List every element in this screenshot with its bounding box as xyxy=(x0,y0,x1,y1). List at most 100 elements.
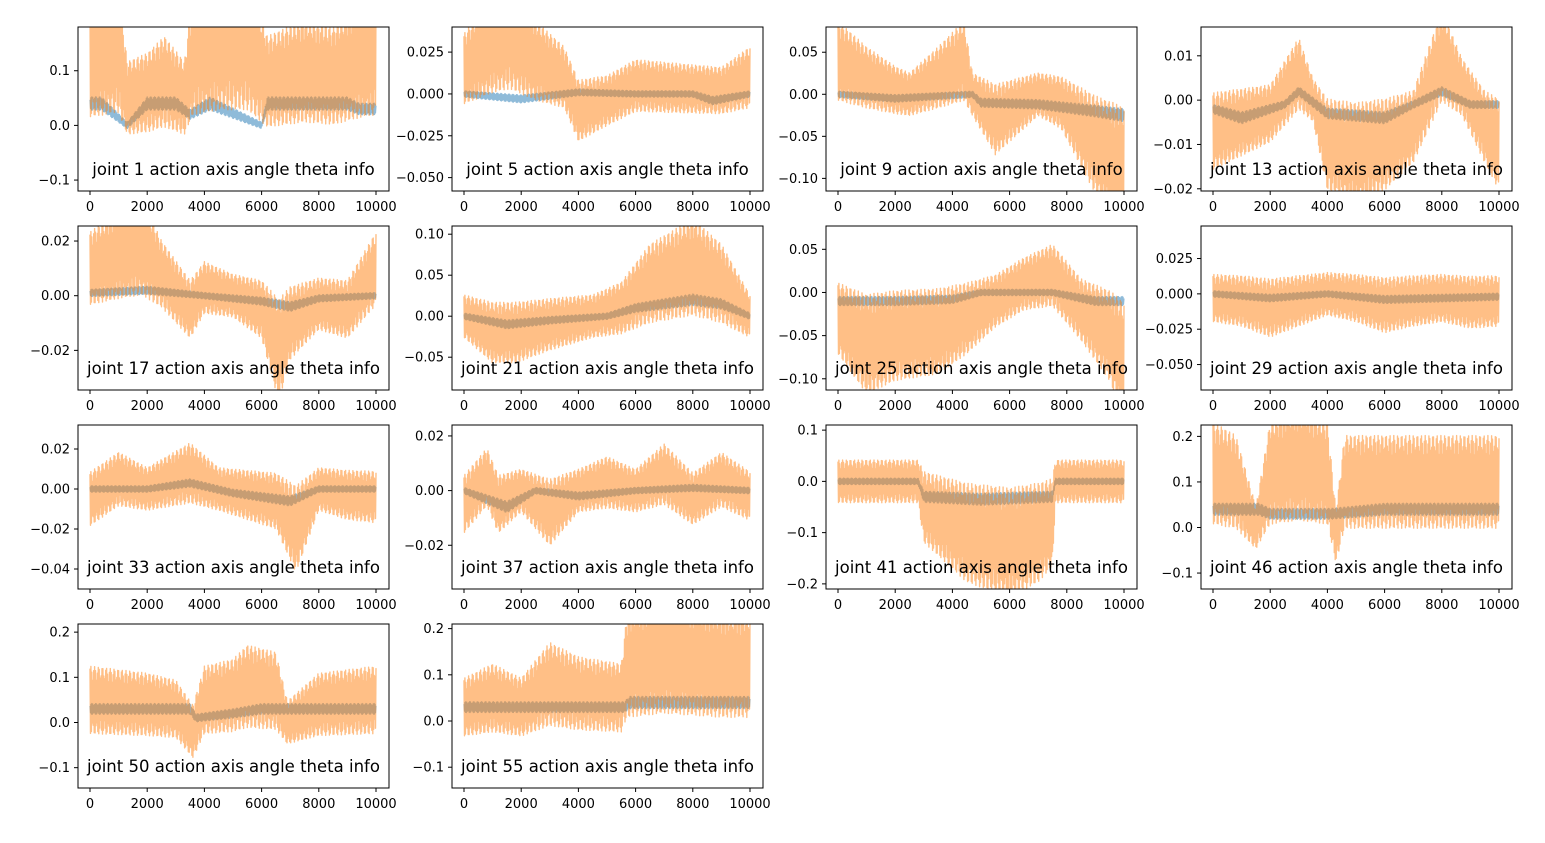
x-tick-label: 4000 xyxy=(188,797,221,812)
series-2-line xyxy=(89,645,377,758)
x-tick-label: 4000 xyxy=(1311,200,1344,215)
y-tick-label: −0.050 xyxy=(1145,358,1193,373)
subplot-10: 0 2000 4000 6000 8000 10000 −0.02 0.00 0.02 joint… xyxy=(404,424,771,613)
series-2-line xyxy=(89,27,377,135)
axes-frame xyxy=(1200,26,1513,192)
axes-frame xyxy=(77,26,390,192)
subplot-title: joint 21 action axis angle theta info xyxy=(460,359,754,378)
axes-frame xyxy=(77,623,390,789)
x-tick-label: 2000 xyxy=(879,598,912,613)
x-tick-label: 6000 xyxy=(245,399,278,414)
x-tick-label: 2000 xyxy=(131,598,164,613)
x-tick-label: 10000 xyxy=(355,598,396,613)
y-tick-label: 0.1 xyxy=(1172,475,1193,490)
x-tick-label: 2000 xyxy=(131,797,164,812)
y-tick-label: 0.1 xyxy=(49,671,70,686)
subplot-title: joint 33 action axis angle theta info xyxy=(86,558,380,577)
subplot-title: joint 17 action axis angle theta info xyxy=(86,359,380,378)
y-tick-label: 0.10 xyxy=(415,228,444,243)
x-tick-label: 0 xyxy=(460,797,468,812)
x-tick-label: 6000 xyxy=(619,598,652,613)
x-tick-label: 10000 xyxy=(1478,399,1519,414)
x-tick-label: 10000 xyxy=(729,797,770,812)
y-tick-label: −0.025 xyxy=(1145,323,1193,338)
x-tick-label: 6000 xyxy=(1368,598,1401,613)
y-tick-label: −0.02 xyxy=(30,523,70,538)
y-tick-label: 0.00 xyxy=(1164,94,1193,109)
y-tick-label: −0.1 xyxy=(786,526,818,541)
y-tick-label: 0.00 xyxy=(41,483,70,498)
y-tick-label: 0.02 xyxy=(41,235,70,250)
plot-area xyxy=(837,244,1125,390)
subplot-6: 0 2000 4000 6000 8000 10000 −0.05 0.00 0.05 0.10 j… xyxy=(404,225,771,414)
x-tick-label: 4000 xyxy=(562,598,595,613)
y-tick-label: −0.2 xyxy=(786,577,818,592)
y-tick-label: 0.05 xyxy=(415,269,444,284)
y-tick-label: 0.02 xyxy=(41,443,70,458)
x-tick-label: 6000 xyxy=(1368,200,1401,215)
plot-area xyxy=(463,443,751,545)
x-tick-label: 2000 xyxy=(505,598,538,613)
y-tick-label: 0.05 xyxy=(789,243,818,258)
axes-frame xyxy=(451,225,764,391)
y-tick-label: 0.0 xyxy=(1172,521,1193,536)
y-tick-label: 0.000 xyxy=(1156,287,1193,302)
x-tick-label: 8000 xyxy=(1425,200,1458,215)
x-tick-label: 0 xyxy=(834,200,842,215)
x-tick-label: 2000 xyxy=(879,399,912,414)
series-2-line xyxy=(1212,27,1500,191)
x-tick-label: 2000 xyxy=(1254,200,1287,215)
x-tick-label: 0 xyxy=(1209,200,1217,215)
y-tick-label: 0.1 xyxy=(797,424,818,439)
y-tick-label: 0.0 xyxy=(49,716,70,731)
subplot-title: joint 41 action axis angle theta info xyxy=(834,558,1128,577)
y-tick-label: 0.00 xyxy=(789,286,818,301)
x-tick-label: 0 xyxy=(1209,399,1217,414)
plot-area xyxy=(1212,27,1500,191)
x-tick-label: 10000 xyxy=(355,399,396,414)
subplot-title: joint 50 action axis angle theta info xyxy=(86,757,380,776)
axes-frame xyxy=(451,424,764,590)
subplot-5: 0 2000 4000 6000 8000 10000 −0.02 0.00 0.02 joint… xyxy=(30,225,397,414)
y-tick-label: −0.02 xyxy=(30,344,70,359)
y-tick-label: −0.1 xyxy=(412,761,444,776)
x-tick-label: 6000 xyxy=(993,399,1026,414)
x-tick-label: 0 xyxy=(86,797,94,812)
plot-area xyxy=(1212,425,1500,561)
x-tick-label: 10000 xyxy=(355,200,396,215)
y-tick-label: 0.0 xyxy=(797,475,818,490)
x-tick-label: 8000 xyxy=(1425,598,1458,613)
x-tick-label: 6000 xyxy=(245,797,278,812)
y-tick-label: 0.00 xyxy=(789,88,818,103)
plot-area xyxy=(89,27,377,135)
x-tick-label: 10000 xyxy=(1478,598,1519,613)
x-tick-label: 4000 xyxy=(562,797,595,812)
y-tick-label: 0.02 xyxy=(415,429,444,444)
y-tick-label: −0.05 xyxy=(778,130,818,145)
series-2-line xyxy=(463,443,751,545)
x-tick-label: 4000 xyxy=(936,598,969,613)
y-tick-label: −0.05 xyxy=(404,351,444,366)
axes-frame xyxy=(1200,424,1513,590)
x-tick-label: 6000 xyxy=(993,598,1026,613)
x-tick-label: 0 xyxy=(86,200,94,215)
y-tick-label: −0.02 xyxy=(404,539,444,554)
x-tick-label: 8000 xyxy=(1425,399,1458,414)
x-tick-label: 8000 xyxy=(302,399,335,414)
plot-area xyxy=(89,443,377,570)
subplot-4: 0 2000 4000 6000 8000 10000 −0.02 −0.01 0.00 0.01… xyxy=(1153,26,1520,215)
subplot-title: joint 13 action axis angle theta info xyxy=(1209,160,1503,179)
x-tick-label: 0 xyxy=(460,200,468,215)
x-tick-label: 4000 xyxy=(188,399,221,414)
x-tick-label: 2000 xyxy=(1254,598,1287,613)
x-tick-label: 10000 xyxy=(355,797,396,812)
axes-frame xyxy=(77,424,390,590)
plot-area xyxy=(89,645,377,758)
y-tick-label: 0.2 xyxy=(49,626,70,641)
plot-area xyxy=(463,226,751,364)
y-tick-label: −0.1 xyxy=(38,761,70,776)
x-tick-label: 8000 xyxy=(302,598,335,613)
plot-area xyxy=(1212,271,1500,337)
axes-frame xyxy=(1200,225,1513,391)
x-tick-label: 6000 xyxy=(619,200,652,215)
